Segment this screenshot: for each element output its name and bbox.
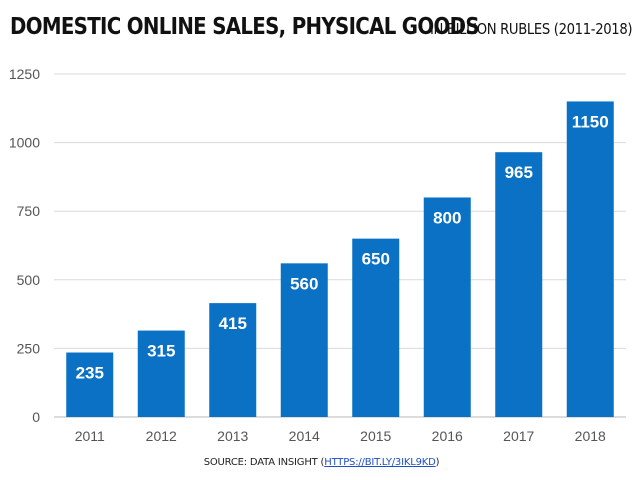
- bar-value-label: 235: [76, 364, 104, 383]
- bar: [66, 352, 114, 417]
- x-tick-label: 2013: [217, 428, 248, 444]
- bar-value-label: 800: [433, 208, 461, 227]
- bar-value-label: 415: [219, 314, 247, 333]
- y-tick-label: 500: [17, 272, 41, 288]
- bar: [495, 152, 543, 418]
- x-tick-label: 2016: [432, 428, 463, 444]
- x-tick-label: 2012: [146, 428, 177, 444]
- chart-title: DOMESTIC ONLINE SALES, PHYSICAL GOODS: [10, 14, 480, 40]
- bar: [280, 263, 328, 417]
- x-tick-label: 2015: [360, 428, 391, 444]
- chart-title-row: DOMESTIC ONLINE SALES, PHYSICAL GOODS IN…: [10, 14, 638, 40]
- y-tick-label: 1250: [9, 66, 40, 82]
- bars: [66, 101, 614, 418]
- bar-value-label: 650: [362, 250, 390, 269]
- bar-value-label: 965: [505, 163, 533, 182]
- x-axis-ticks: 2011 2012 2013 2014 2015 2016 2017 2018: [75, 428, 606, 444]
- y-tick-label: 250: [17, 340, 41, 356]
- chart-subtitle: IN BILLION RUBLES (2011-2018): [430, 20, 633, 38]
- bar: [209, 303, 257, 417]
- x-tick-label: 2014: [289, 428, 320, 444]
- x-tick-label: 2011: [75, 428, 105, 444]
- bar: [566, 101, 614, 417]
- bar: [423, 197, 471, 417]
- y-tick-label: 0: [32, 409, 40, 425]
- source-prefix: SOURCE: DATA INSIGHT (: [203, 457, 325, 468]
- y-tick-label: 750: [17, 203, 41, 219]
- bar-value-label: 1150: [572, 112, 609, 131]
- x-tick-label: 2017: [503, 428, 534, 444]
- bar: [352, 238, 400, 417]
- y-axis-ticks: 0 250 500 750 1000 1250: [9, 66, 40, 425]
- y-tick-label: 1000: [9, 135, 40, 151]
- bar-value-label: 315: [147, 342, 175, 361]
- bar-value-label: 560: [290, 274, 318, 293]
- bar: [137, 330, 185, 417]
- bar-value-labels: 235 315 415 560 650 800 965 1150: [76, 112, 609, 382]
- source-note: SOURCE: DATA INSIGHT (HTTPS://BIT.LY/3IK…: [0, 457, 643, 468]
- x-tick-label: 2018: [575, 428, 606, 444]
- source-link[interactable]: HTTPS://BIT.LY/3IKL9KD: [324, 457, 436, 468]
- source-suffix: ): [435, 457, 440, 468]
